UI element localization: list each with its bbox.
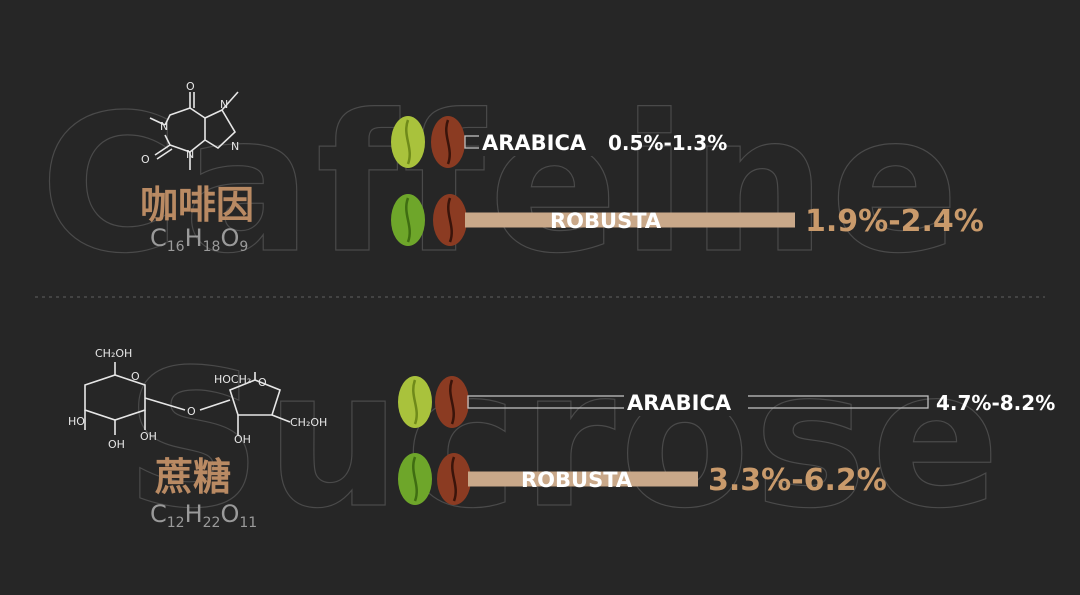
bar-robusta bbox=[465, 212, 795, 228]
value-label-robusta: 1.9%-2.4% bbox=[805, 204, 984, 239]
sucrose-name-cn: 蔗糖 bbox=[155, 455, 231, 499]
green-bean-icon bbox=[391, 116, 425, 168]
caffeine-name-cn: 咖啡因 bbox=[140, 183, 254, 227]
caffeine-atom: N bbox=[231, 140, 239, 153]
caffeine-formula: C16H18O9 bbox=[150, 224, 248, 255]
sucrose-atom: O bbox=[187, 405, 196, 418]
value-label-robusta: 3.3%-6.2% bbox=[708, 463, 887, 498]
bar-label-robusta: ROBUSTA bbox=[550, 209, 662, 233]
roasted-bean-icon bbox=[435, 376, 469, 428]
caffeine-atom: O bbox=[141, 153, 150, 166]
sucrose-atom: CH₂OH bbox=[290, 416, 327, 429]
sucrose-atom: OH bbox=[108, 438, 125, 451]
sucrose-atom: HOCH₂ bbox=[214, 373, 251, 386]
sucrose-atom: O bbox=[131, 370, 140, 383]
sucrose-formula: C12H22O11 bbox=[150, 500, 257, 531]
sucrose-atom: O bbox=[258, 376, 267, 389]
caffeine-atom: O bbox=[186, 80, 195, 93]
bar-label-arabica: ARABICA bbox=[627, 391, 732, 415]
sucrose-watermark: Sucrose bbox=[125, 329, 1004, 550]
sucrose-atom: OH bbox=[140, 430, 157, 443]
sucrose-atom: OH bbox=[234, 433, 251, 446]
bars-layer: ARABICA 0.5%-1.3% ROBUSTA 1.9%-2.4% ARABICA 4… bbox=[391, 116, 1055, 505]
green-bean-icon bbox=[391, 194, 425, 246]
bar-label-arabica: ARABICA bbox=[482, 131, 587, 155]
caffeine-atom: N bbox=[186, 148, 194, 161]
value-label-arabica: 0.5%-1.3% bbox=[608, 131, 727, 155]
sucrose-atom: HO bbox=[68, 415, 85, 428]
green-bean-icon bbox=[398, 453, 432, 505]
roasted-bean-icon bbox=[433, 194, 467, 246]
caffeine-atom: N bbox=[160, 120, 168, 133]
bar-robusta bbox=[468, 471, 698, 487]
caffeine-atom: N bbox=[220, 98, 228, 111]
bar-label-robusta: ROBUSTA bbox=[521, 468, 633, 492]
value-label-arabica: 4.7%-8.2% bbox=[936, 391, 1055, 415]
green-bean-icon bbox=[398, 376, 432, 428]
caffeine-structure-diagram: O N N N N O bbox=[141, 80, 239, 170]
sucrose-atom: CH₂OH bbox=[95, 347, 132, 360]
roasted-bean-icon bbox=[437, 453, 471, 505]
sucrose-structure-diagram: CH₂OH O HOCH₂ O O OH HO OH OH CH₂OH bbox=[68, 347, 327, 451]
roasted-bean-icon bbox=[431, 116, 465, 168]
